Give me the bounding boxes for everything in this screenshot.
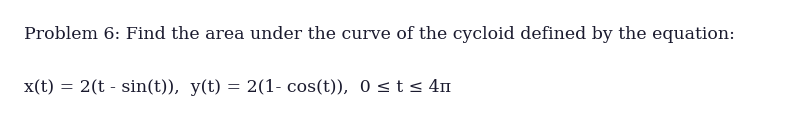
- Text: x(t) = 2(t - sin(t)),  y(t) = 2(1- cos(t)),  0 ≤ t ≤ 4π: x(t) = 2(t - sin(t)), y(t) = 2(1- cos(t)…: [24, 78, 451, 95]
- Text: Problem 6: Find the area under the curve of the cycloid defined by the equation:: Problem 6: Find the area under the curve…: [24, 25, 734, 42]
